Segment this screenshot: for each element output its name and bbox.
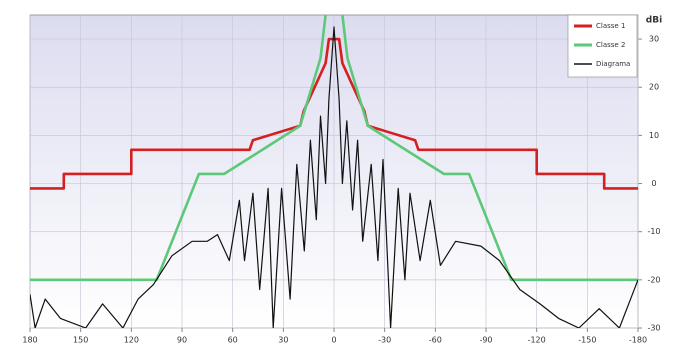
legend-label: Classe 1 — [596, 22, 625, 30]
y-tick-label: 0 — [651, 179, 656, 188]
x-tick-label: -120 — [528, 336, 546, 345]
y-tick-label: -20 — [647, 275, 660, 284]
x-tick-label: 120 — [124, 336, 139, 345]
x-tick-label: 30 — [278, 336, 288, 345]
legend: Classe 1 Classe 2 Diagrama — [567, 14, 638, 78]
y-axis-label: dBi — [646, 16, 662, 26]
x-tick-label: -150 — [578, 336, 596, 345]
x-tick-label: 60 — [228, 336, 238, 345]
y-tick-label: 30 — [649, 35, 659, 44]
series-line — [30, 37, 638, 190]
x-tick-label: 150 — [73, 336, 88, 345]
y-tick-label: -10 — [647, 227, 660, 236]
legend-label: Diagrama — [596, 60, 630, 68]
x-tick-label: -180 — [629, 336, 647, 345]
x-tick-label: 180 — [22, 336, 37, 345]
series-line — [30, 26, 638, 328]
x-tick-label: 0 — [331, 336, 336, 345]
y-tick-label: -30 — [647, 324, 660, 333]
y-tick-label: 20 — [649, 83, 659, 92]
x-tick-label: 90 — [177, 336, 187, 345]
x-tick-label: -60 — [429, 336, 442, 345]
legend-label: Classe 2 — [596, 41, 625, 49]
x-tick-label: -90 — [479, 336, 492, 345]
y-tick-label: 10 — [649, 131, 659, 140]
x-tick-label: -30 — [378, 336, 391, 345]
lines — [30, 15, 638, 328]
